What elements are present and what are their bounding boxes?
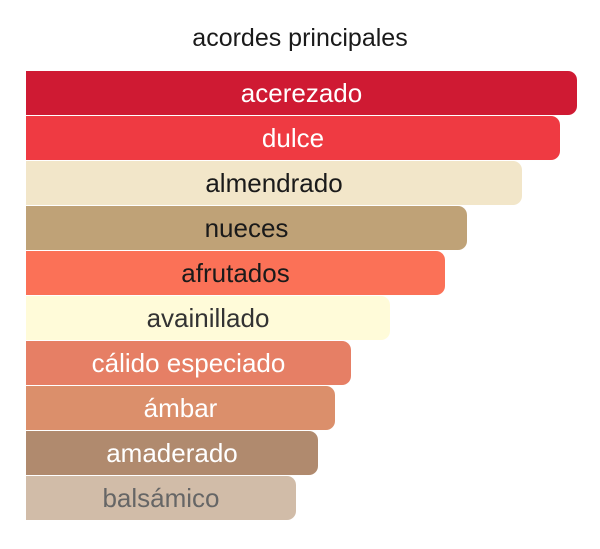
- bar-label-1: dulce: [261, 122, 325, 153]
- bar-label-9: balsámico: [102, 482, 220, 513]
- bar-label-0: acerezado: [240, 77, 363, 108]
- bar-9: balsámico: [26, 476, 296, 520]
- bar-3: nueces: [26, 206, 467, 250]
- bar-2: almendrado: [26, 161, 522, 205]
- bar-label-8: amaderado: [106, 437, 238, 468]
- bar-6: cálido especiado: [26, 341, 351, 385]
- chart-title: acordes principales: [192, 24, 408, 52]
- bar-label-4: afrutados: [181, 257, 290, 288]
- bar-5: avainillado: [26, 296, 390, 340]
- bar-8: amaderado: [26, 431, 318, 475]
- bar-label-7: ámbar: [143, 392, 218, 423]
- bar-1: dulce: [26, 116, 560, 160]
- bar-label-2: almendrado: [205, 167, 343, 198]
- bar-label-3: nueces: [204, 212, 289, 243]
- bar-label-6: cálido especiado: [91, 347, 286, 378]
- bar-7: ámbar: [26, 386, 335, 430]
- bar-0: acerezado: [26, 71, 577, 115]
- bar-label-5: avainillado: [146, 302, 270, 333]
- bar-4: afrutados: [26, 251, 445, 295]
